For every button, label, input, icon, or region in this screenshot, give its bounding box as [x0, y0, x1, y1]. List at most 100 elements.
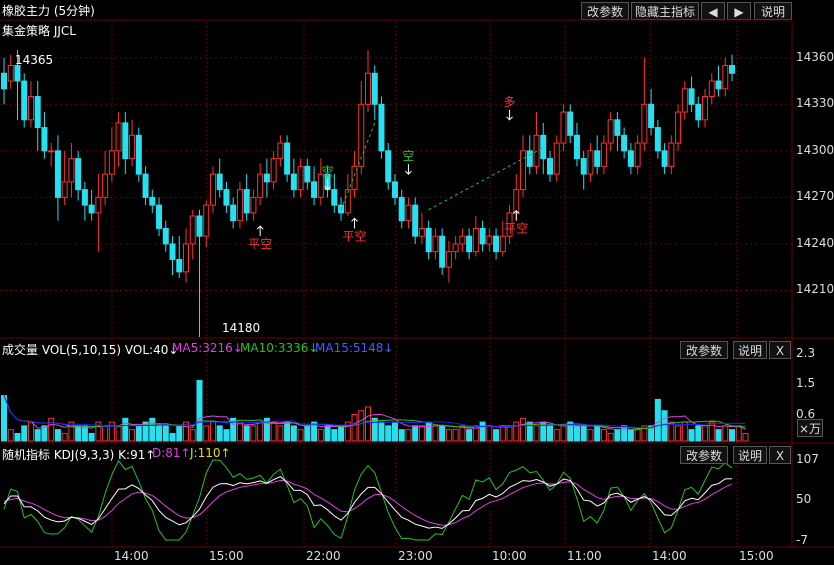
volume-bar [493, 429, 500, 442]
candle-body [311, 181, 318, 198]
volume-bar [654, 398, 661, 442]
volume-close-button[interactable]: X [769, 341, 791, 359]
volume-bar [331, 429, 338, 442]
candle-body [580, 158, 587, 175]
price-tick-5: 14210 [796, 282, 834, 297]
volume-bar [675, 425, 682, 442]
volume-bar [614, 429, 621, 442]
volume-bar [27, 421, 34, 442]
candle-body [358, 103, 365, 167]
candle-body [439, 235, 446, 268]
volume-bar [34, 429, 41, 442]
kdj-change-params-button[interactable]: 改参数 [680, 446, 728, 464]
candle-body [553, 142, 560, 175]
signal-label: 平空 [504, 222, 528, 236]
candle-body [263, 173, 270, 183]
candle-body [203, 204, 210, 237]
volume-ma10: MA10:3336↓ [240, 341, 319, 355]
volume-bar [547, 425, 553, 442]
arrow-right-icon[interactable]: ▶ [727, 2, 751, 20]
volume-bar [250, 425, 257, 442]
volume-bar [135, 425, 142, 442]
volume-bar [708, 421, 715, 442]
trend-line [340, 122, 376, 210]
kdj-d-value: D:81↑ [152, 446, 191, 460]
volume-bar [290, 425, 297, 442]
candle-body [594, 150, 601, 167]
volume-help-button[interactable]: 说明 [733, 341, 767, 359]
volume-bar [270, 421, 277, 442]
candle-body [405, 204, 412, 222]
candle-body [162, 227, 169, 245]
volume-bar [513, 421, 520, 442]
volume-bar [439, 425, 446, 442]
candle-body [661, 150, 668, 167]
volume-bar [459, 425, 466, 442]
volume-bar [68, 421, 75, 442]
volume-change-params-button[interactable]: 改参数 [680, 341, 728, 359]
candle-body [230, 204, 237, 222]
volume-bar [156, 425, 163, 442]
time-tick-2: 22:00 [306, 549, 341, 563]
kdj-help-button[interactable]: 说明 [733, 446, 767, 464]
volume-bar [506, 425, 513, 442]
arrow-left-icon[interactable]: ◀ [701, 2, 725, 20]
candle-body [7, 65, 14, 82]
volume-bar [122, 417, 129, 442]
volume-ma-line [3, 395, 746, 431]
volume-bar [263, 417, 270, 442]
signal-layer: 平空 空平空 空 多平空 [248, 95, 544, 251]
time-tick-0: 14:00 [114, 549, 149, 563]
volume-bar [573, 425, 580, 442]
candle-body [398, 196, 405, 222]
candle-body [243, 189, 250, 214]
signal-label: 平空 [343, 229, 367, 243]
candle-body [452, 243, 459, 253]
candle-body [715, 80, 722, 90]
change-params-button[interactable]: 改参数 [581, 2, 629, 20]
volume-bar [169, 432, 176, 442]
volume-bar [183, 421, 189, 442]
volume-ma-line [3, 395, 746, 429]
volume-bar [284, 421, 291, 442]
candle-body [216, 173, 223, 191]
candlestick-series [1, 50, 735, 337]
volume-bar [21, 425, 28, 442]
signal-label: 多 [504, 95, 516, 109]
volume-bar [688, 429, 695, 442]
volume-bar [425, 421, 432, 442]
hide-main-indicator-button[interactable]: 隐藏主指标 [631, 2, 699, 20]
volume-bar [203, 425, 210, 442]
candle-body [149, 196, 156, 206]
volume-title: 成交量 VOL(5,10,15) VOL:40↓ [2, 343, 179, 357]
signal-arrow [405, 170, 412, 175]
volume-bar [681, 421, 688, 442]
candle-body [371, 72, 378, 105]
candle-body [14, 65, 21, 82]
candle-body [540, 134, 547, 160]
kdj-close-button[interactable]: X [769, 446, 791, 464]
candle-body [189, 215, 196, 245]
candle-body [41, 127, 48, 152]
volume-bar [580, 425, 587, 442]
candle-body [344, 189, 351, 214]
candle-body [351, 165, 358, 191]
volume-bar [209, 421, 216, 442]
time-tick-1: 15:00 [209, 549, 244, 563]
candle-body [95, 196, 102, 214]
candle-body [708, 80, 715, 98]
kdj-lines [3, 459, 733, 541]
candle-body [688, 88, 695, 105]
candle-body [641, 103, 648, 144]
candle-body [526, 150, 533, 167]
grid-layer [0, 19, 834, 548]
candle-body [459, 235, 466, 245]
candle-body [54, 150, 61, 198]
candle-body [600, 142, 607, 167]
volume-bar [102, 425, 109, 442]
volume-bar [445, 429, 452, 442]
candle-body [547, 158, 553, 175]
candle-body [142, 173, 149, 198]
volume-bar [668, 421, 675, 442]
